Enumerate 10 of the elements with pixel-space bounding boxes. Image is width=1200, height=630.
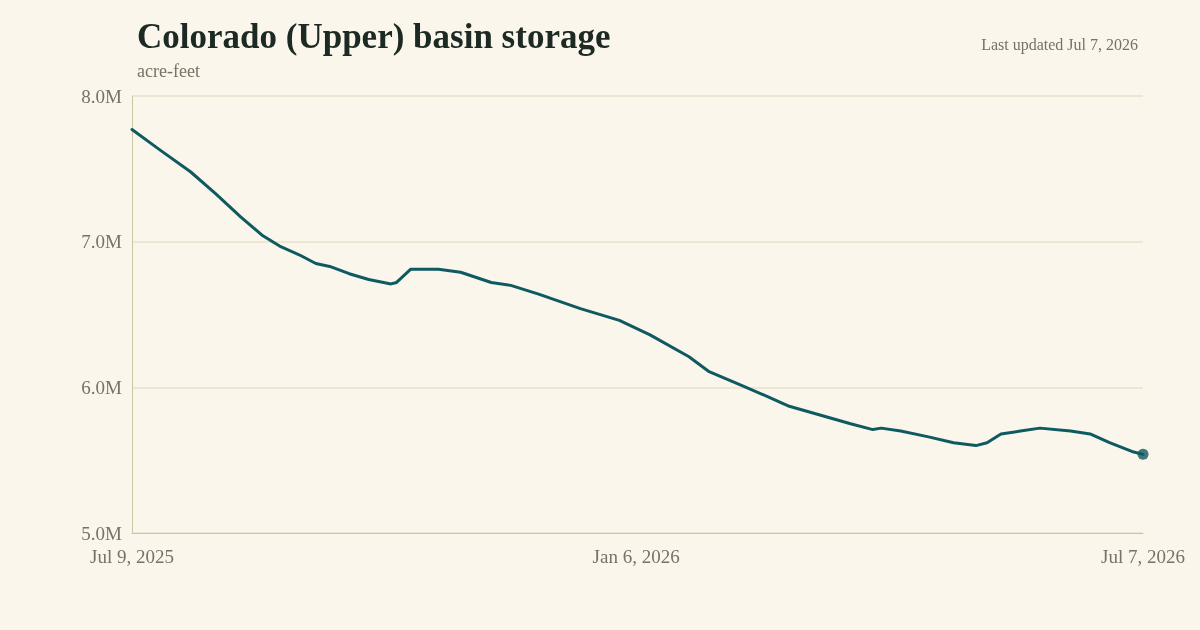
text: Last updated Jul 7, 2026: [981, 35, 1139, 54]
x-tick-label: Jul 7, 2026: [1101, 546, 1185, 567]
y-tick-label: 8.0M: [81, 85, 123, 107]
chart-subtitle: acre-feet: [137, 61, 200, 81]
x-tick-label: Jan 6, 2026: [592, 546, 680, 567]
x-tick-label: Jul 9, 2025: [90, 546, 174, 567]
y-tick-label: 7.0M: [81, 231, 123, 253]
y-tick-label: 6.0M: [81, 376, 123, 398]
y-tick-label: 5.0M: [81, 522, 123, 544]
chart-title: Colorado (Upper) basin storage: [137, 17, 611, 56]
